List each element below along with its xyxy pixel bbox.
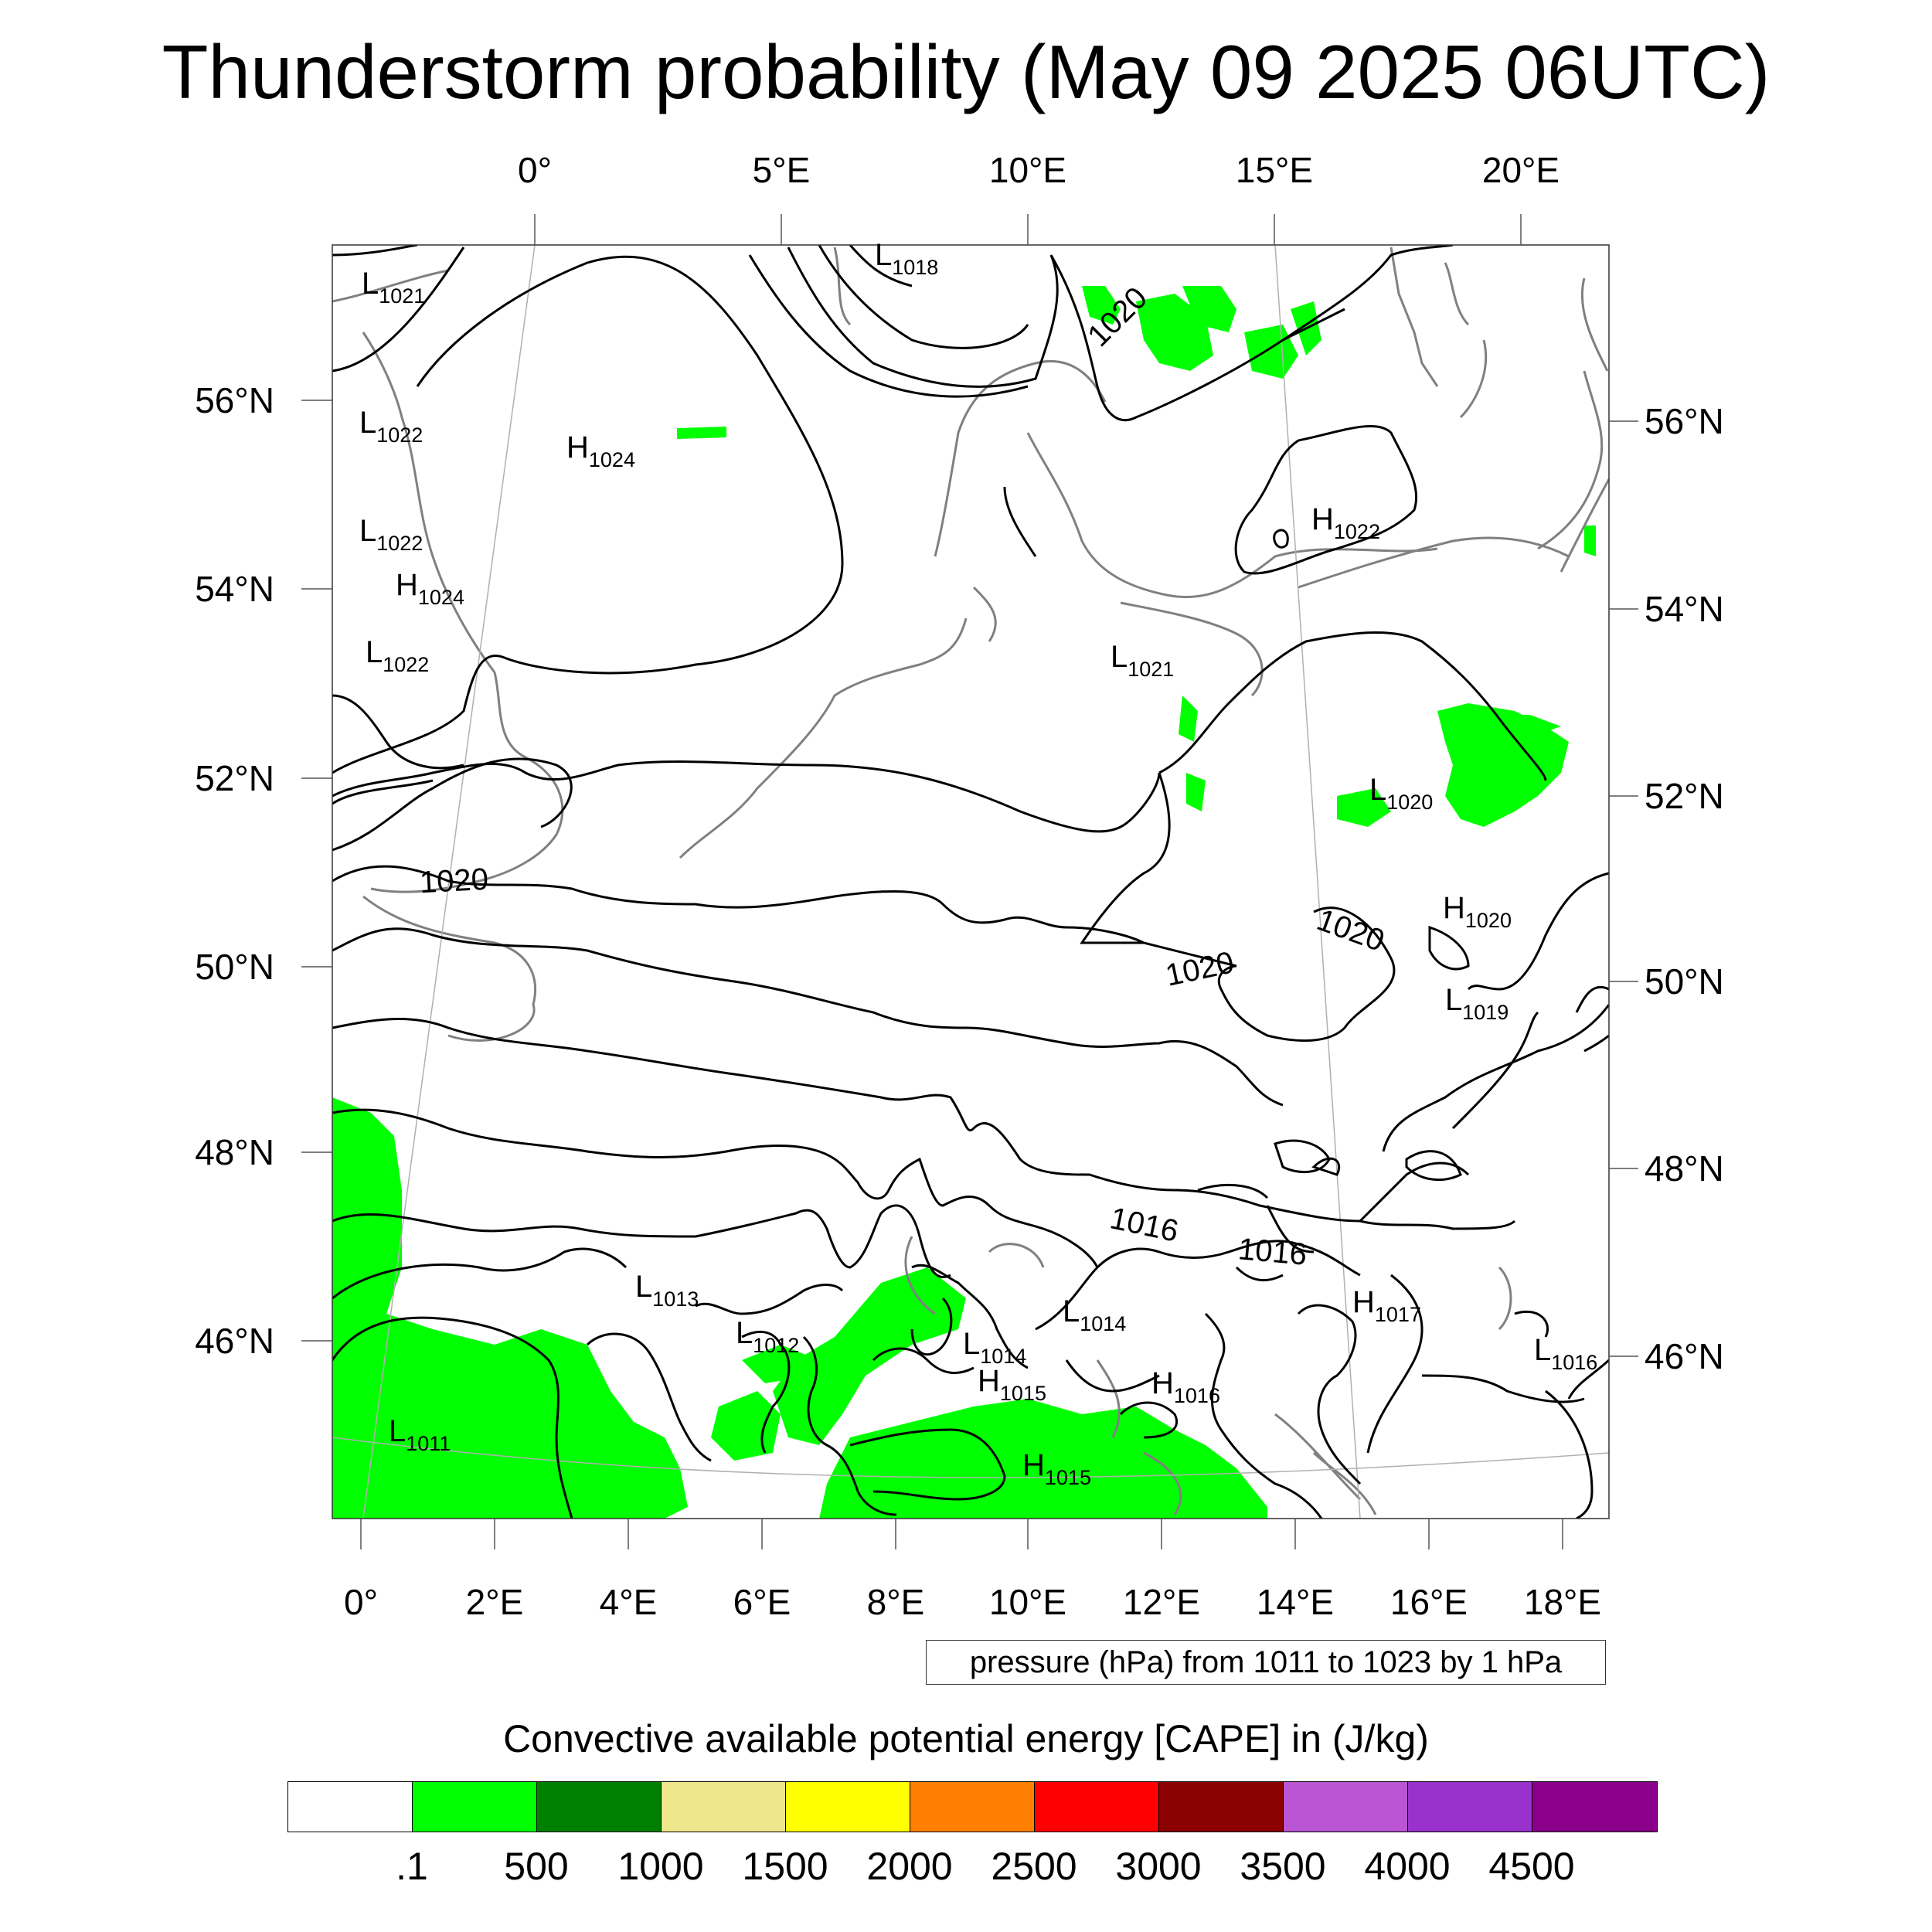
tick-marks xyxy=(301,214,1638,1549)
colorbar-label: 3500 xyxy=(1240,1845,1326,1888)
colorbar-bin xyxy=(786,1782,910,1832)
colorbar-title: Convective available potential energy [C… xyxy=(503,1717,1429,1760)
cape-area xyxy=(1337,788,1391,827)
lon-label-top: 20°E xyxy=(1481,150,1560,190)
pressure-center-label: H1022 xyxy=(1311,502,1380,543)
colorbar-label: 2000 xyxy=(866,1845,953,1888)
pressure-center-label: H1024 xyxy=(566,430,635,471)
chart-title: Thunderstorm probability (May 09 2025 06… xyxy=(162,29,1770,114)
colorbar-bin xyxy=(1159,1782,1284,1832)
pressure-center-label: H1015 xyxy=(1022,1448,1091,1489)
cape-area xyxy=(1244,325,1298,379)
colorbar-bin xyxy=(1532,1782,1657,1832)
coastline-layer xyxy=(332,247,1609,1515)
lon-label-bottom: 18°E xyxy=(1523,1582,1602,1622)
lat-label-right: 48°N xyxy=(1645,1148,1724,1189)
pressure-center-label: L1014 xyxy=(963,1327,1027,1368)
lon-label-bottom: 2°E xyxy=(465,1582,524,1622)
isobar-layer xyxy=(332,245,1609,1519)
lat-label-right: 50°N xyxy=(1645,961,1724,1002)
lat-label-right: 52°N xyxy=(1645,776,1724,816)
contour-label: 1020 xyxy=(418,862,490,900)
colorbar-label: 1500 xyxy=(742,1845,828,1888)
pressure-center-label: H1017 xyxy=(1352,1285,1421,1326)
colorbar-label: 500 xyxy=(504,1845,569,1888)
colorbar-bin xyxy=(1408,1782,1532,1832)
lon-label-top: 15°E xyxy=(1235,150,1314,190)
colorbar-label: 4500 xyxy=(1488,1845,1575,1888)
cape-area xyxy=(1437,703,1569,827)
pressure-center-label: H1015 xyxy=(978,1364,1046,1405)
cape-area xyxy=(1179,696,1198,742)
contour-info-box: pressure (hPa) from 1011 to 1023 by 1 hP… xyxy=(926,1640,1606,1685)
lon-label-top: 0° xyxy=(518,150,552,190)
pressure-center-label: L1012 xyxy=(736,1316,800,1357)
cape-area xyxy=(711,1391,781,1461)
lon-label-bottom: 12°E xyxy=(1122,1582,1201,1622)
pressure-center-label: L1013 xyxy=(635,1270,699,1311)
lon-label-top: 5°E xyxy=(752,150,811,190)
lon-label-top: 10°E xyxy=(988,150,1067,190)
lat-label-left: 50°N xyxy=(195,947,274,987)
cape-area xyxy=(1082,286,1121,325)
cape-area xyxy=(819,1399,1267,1519)
pressure-center-label: L1016 xyxy=(1534,1333,1598,1374)
colorbar-bin xyxy=(413,1782,537,1832)
pressure-center-label: L1020 xyxy=(1369,773,1434,814)
pressure-center-label: L1019 xyxy=(1445,983,1509,1024)
colorbar xyxy=(287,1781,1658,1832)
pressure-center-label: L1021 xyxy=(1111,640,1175,681)
pressure-center-label: L1011 xyxy=(389,1414,451,1455)
pressure-center-label: L1022 xyxy=(366,635,430,676)
cape-area xyxy=(1584,526,1596,556)
lat-label-right: 54°N xyxy=(1645,589,1724,629)
colorbar-label: 4000 xyxy=(1364,1845,1451,1888)
pressure-center-label: L1014 xyxy=(1063,1294,1127,1335)
colorbar-bin xyxy=(537,1782,662,1832)
pressure-center-label: H1024 xyxy=(396,568,464,609)
colorbar-label: .1 xyxy=(396,1845,428,1888)
lat-label-left: 48°N xyxy=(195,1132,274,1172)
colorbar-label: 3000 xyxy=(1115,1845,1202,1888)
pressure-center-label: L1021 xyxy=(362,267,426,308)
colorbar-bin xyxy=(1035,1782,1159,1832)
lat-label-left: 56°N xyxy=(195,380,274,420)
colorbar-bin xyxy=(1284,1782,1408,1832)
lon-label-bottom: 6°E xyxy=(733,1582,791,1622)
pressure-center-label: L1018 xyxy=(875,238,939,279)
cape-area xyxy=(773,1267,966,1445)
cape-area xyxy=(1186,773,1206,811)
lon-label-bottom: 4°E xyxy=(599,1582,658,1622)
cape-fill-layer xyxy=(332,286,1596,1519)
cape-area xyxy=(1499,715,1561,734)
lat-label-left: 54°N xyxy=(195,569,274,609)
lat-label-right: 56°N xyxy=(1645,401,1724,441)
cape-area xyxy=(1182,286,1236,332)
pressure-center-label: L1022 xyxy=(359,406,423,447)
lat-label-left: 52°N xyxy=(195,758,274,798)
lon-label-bottom: 14°E xyxy=(1256,1582,1335,1622)
contour-label: 1016 xyxy=(1236,1232,1308,1272)
cape-area xyxy=(997,1461,1113,1507)
colorbar-label: 1000 xyxy=(617,1845,704,1888)
colorbar-bin xyxy=(662,1782,786,1832)
colorbar-label: 2500 xyxy=(991,1845,1077,1888)
pressure-center-label: H1020 xyxy=(1443,891,1512,932)
colorbar-bin xyxy=(910,1782,1035,1832)
plot-frame xyxy=(332,244,1610,1519)
lat-label-right: 46°N xyxy=(1645,1336,1724,1376)
pressure-center-label: L1022 xyxy=(359,514,423,555)
lon-label-bottom: 8°E xyxy=(866,1582,925,1622)
pressure-center-label: H1016 xyxy=(1151,1366,1220,1407)
colorbar-bin xyxy=(288,1782,413,1832)
lon-label-bottom: 0° xyxy=(344,1582,378,1622)
cape-area xyxy=(677,427,726,439)
lat-label-left: 46°N xyxy=(195,1321,274,1361)
lon-label-bottom: 10°E xyxy=(988,1582,1067,1622)
lon-label-bottom: 16°E xyxy=(1389,1582,1468,1622)
cape-area xyxy=(332,1097,688,1519)
